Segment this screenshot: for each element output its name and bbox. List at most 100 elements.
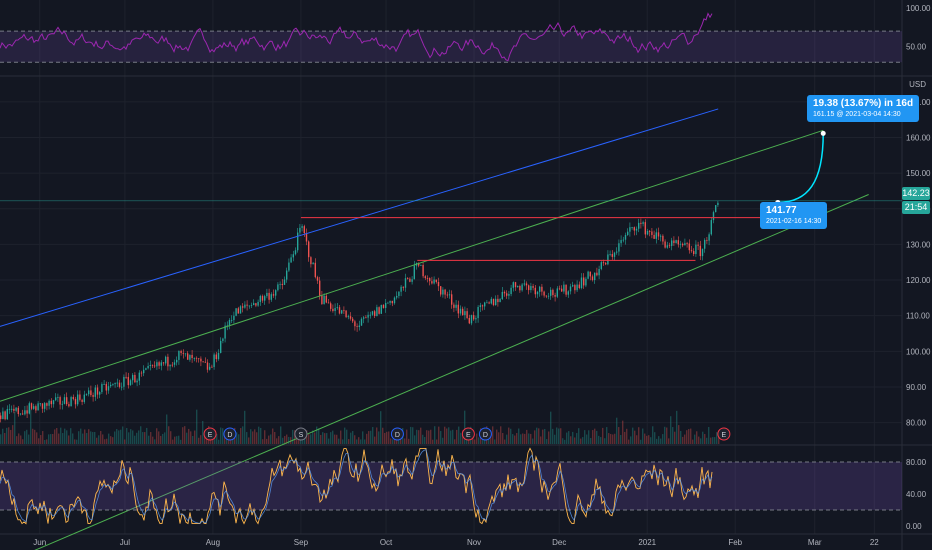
candle-body [347, 316, 349, 318]
volume-bar [94, 431, 96, 444]
volume-bar [308, 433, 310, 444]
volume-bar [438, 426, 440, 444]
candle-body [140, 372, 143, 374]
candle-body [611, 254, 613, 257]
candle-body [332, 308, 334, 312]
candle-body [440, 286, 442, 295]
volume-bar [424, 436, 426, 444]
volume-bar [172, 439, 174, 444]
candle-body [270, 294, 272, 300]
candle-body [301, 226, 303, 228]
volume-bar [136, 432, 138, 444]
volume-bar [350, 432, 352, 444]
volume-bar [132, 430, 134, 444]
candle-body [15, 407, 17, 411]
candle-body [530, 286, 532, 291]
volume-bar [384, 432, 386, 444]
volume-bar [286, 434, 288, 444]
candle-body [675, 240, 677, 244]
volume-bar [496, 429, 498, 444]
candle-body [8, 408, 11, 410]
candle-body [429, 278, 431, 282]
candle-body [184, 353, 187, 355]
candle-body [70, 397, 72, 407]
candle-body [453, 304, 455, 308]
candle-body [488, 302, 490, 304]
volume-bar [88, 429, 90, 444]
volume-bar [330, 432, 332, 444]
volume-bar [372, 427, 374, 444]
candle-body [371, 311, 374, 315]
candle-body [44, 403, 46, 409]
candle-body [167, 356, 169, 367]
candle-body [420, 265, 422, 266]
candle-body [187, 353, 189, 360]
candle-body [286, 270, 288, 280]
volume-bar [494, 439, 496, 444]
candle-body [534, 287, 536, 295]
candle-body [550, 289, 552, 296]
candle-body [255, 303, 257, 306]
volume-bar [598, 435, 600, 444]
volume-bar [646, 435, 648, 444]
volume-bar [138, 430, 140, 444]
candle-body [46, 403, 48, 406]
projection-target-callout[interactable]: 19.38 (13.67%) in 16d 161.15 @ 2021-03-0… [807, 95, 920, 122]
candle-body [305, 233, 308, 242]
candle-body [539, 286, 541, 292]
candle-body [532, 286, 534, 288]
candle-body [495, 298, 497, 306]
candle-body [543, 291, 545, 296]
candle-body [327, 302, 330, 304]
volume-bar [678, 425, 680, 444]
currency-label: USD [909, 80, 926, 89]
volume-bar [616, 417, 618, 444]
projection-origin-callout[interactable]: 141.77 2021-02-16 14:30 [760, 202, 828, 229]
candle-body [24, 410, 26, 415]
volume-bar [592, 430, 594, 444]
candle-body [413, 265, 415, 280]
candle-body [556, 288, 558, 297]
volume-bar [48, 434, 50, 444]
volume-bar [82, 433, 84, 444]
price-axis-label: 130.00 [906, 240, 931, 249]
stochastic-d-line [0, 448, 713, 524]
volume-bar [26, 429, 28, 444]
volume-bar [72, 433, 74, 444]
candle-body [701, 248, 704, 257]
last-price-badge: 142.23 [902, 187, 930, 200]
candle-body [160, 362, 162, 366]
candle-body [299, 227, 301, 233]
candle-body [253, 303, 255, 306]
candle-body [79, 394, 81, 400]
volume-bar [664, 426, 666, 444]
volume-bar [102, 434, 104, 444]
candle-body [600, 262, 602, 269]
candle-body [204, 361, 206, 363]
price-axis-label: 90.00 [906, 383, 927, 392]
candle-body [345, 310, 347, 318]
candle-body [63, 397, 66, 404]
candle-body [85, 394, 88, 395]
volume-bar [666, 427, 668, 444]
volume-bar [196, 409, 198, 444]
volume-bar [454, 439, 456, 444]
volume-bar [200, 435, 202, 444]
candle-body [385, 302, 387, 308]
volume-bar [64, 428, 66, 444]
projection-target-detail: 161.15 @ 2021-03-04 14:30 [813, 111, 901, 118]
volume-bar [322, 432, 324, 444]
candle-body [158, 362, 160, 366]
volume-bar [252, 431, 254, 444]
volume-bar [364, 439, 366, 444]
candle-body [411, 279, 413, 282]
volume-bar [128, 432, 130, 444]
volume-bar [34, 429, 36, 444]
volume-bar [324, 433, 326, 444]
volume-bar [680, 430, 682, 444]
candle-body [627, 231, 629, 235]
volume-bar [560, 428, 562, 444]
candle-body [226, 325, 228, 327]
volume-bar [516, 433, 518, 444]
